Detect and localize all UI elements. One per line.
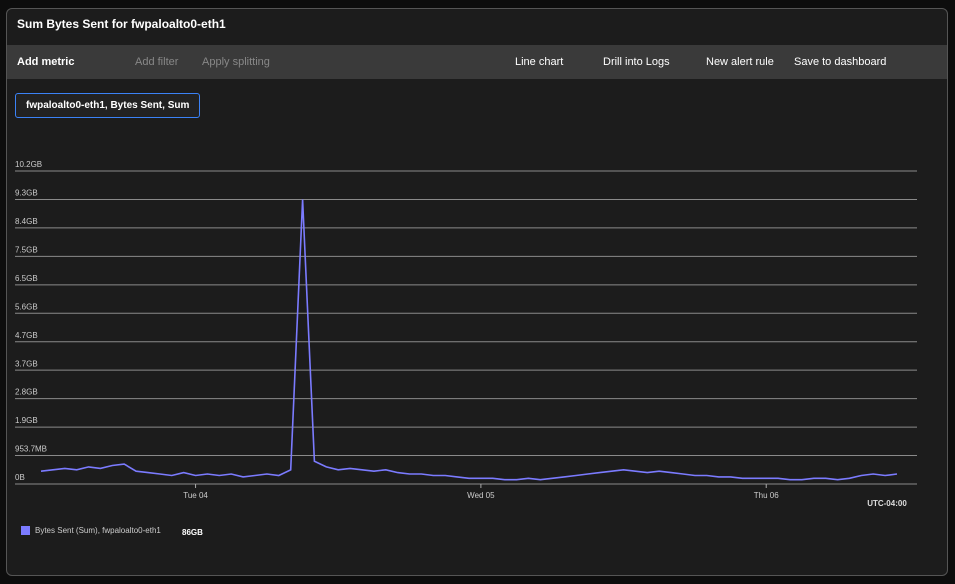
legend-swatch xyxy=(21,526,30,535)
metrics-panel: Sum Bytes Sent for fwpaloalto0-eth1 Add … xyxy=(6,8,948,576)
series-line xyxy=(40,199,898,481)
x-tick-label: Wed 05 xyxy=(467,491,495,500)
y-tick-label: 0B xyxy=(15,473,25,482)
legend-value: 86GB xyxy=(182,528,203,537)
y-tick-label: 10.2GB xyxy=(15,160,42,169)
toolbar: Add metric Add filter Apply splitting Li… xyxy=(7,45,947,79)
apply-splitting[interactable]: Apply splitting xyxy=(202,56,270,68)
x-tick-label: Tue 04 xyxy=(183,491,208,500)
y-tick-label: 7.5GB xyxy=(15,245,38,254)
save-to-dashboard[interactable]: Save to dashboard xyxy=(794,56,887,68)
y-tick-label: 4.7GB xyxy=(15,331,38,340)
y-tick-label: 1.9GB xyxy=(15,416,38,425)
y-tick-label: 5.6GB xyxy=(15,302,38,311)
timezone: UTC-04:00 xyxy=(867,499,907,508)
chart: UTC-04:00 Bytes Sent (Sum), fwpaloalto0-… xyxy=(15,160,917,537)
y-tick-label: 8.4GB xyxy=(15,217,38,226)
new-alert-rule[interactable]: New alert rule xyxy=(706,56,774,68)
panel-title: Sum Bytes Sent for fwpaloalto0-eth1 xyxy=(17,17,226,31)
y-tick-label: 2.8GB xyxy=(15,388,38,397)
metric-pill[interactable]: fwpaloalto0-eth1, Bytes Sent, Sum xyxy=(15,93,201,118)
x-tick-label: Thu 06 xyxy=(754,491,779,500)
legend-label: Bytes Sent (Sum), fwpaloalto0-eth1 xyxy=(35,526,161,535)
add-metric[interactable]: Add metric xyxy=(17,56,75,68)
line-chart[interactable]: Line chart xyxy=(515,56,564,68)
y-tick-label: 6.5GB xyxy=(15,274,38,283)
drill-into-logs[interactable]: Drill into Logs xyxy=(603,56,670,68)
y-tick-label: 9.3GB xyxy=(15,189,38,198)
add-filter[interactable]: Add filter xyxy=(135,56,179,68)
y-tick-label: 3.7GB xyxy=(15,359,38,368)
y-tick-label: 953.7MB xyxy=(15,445,47,454)
